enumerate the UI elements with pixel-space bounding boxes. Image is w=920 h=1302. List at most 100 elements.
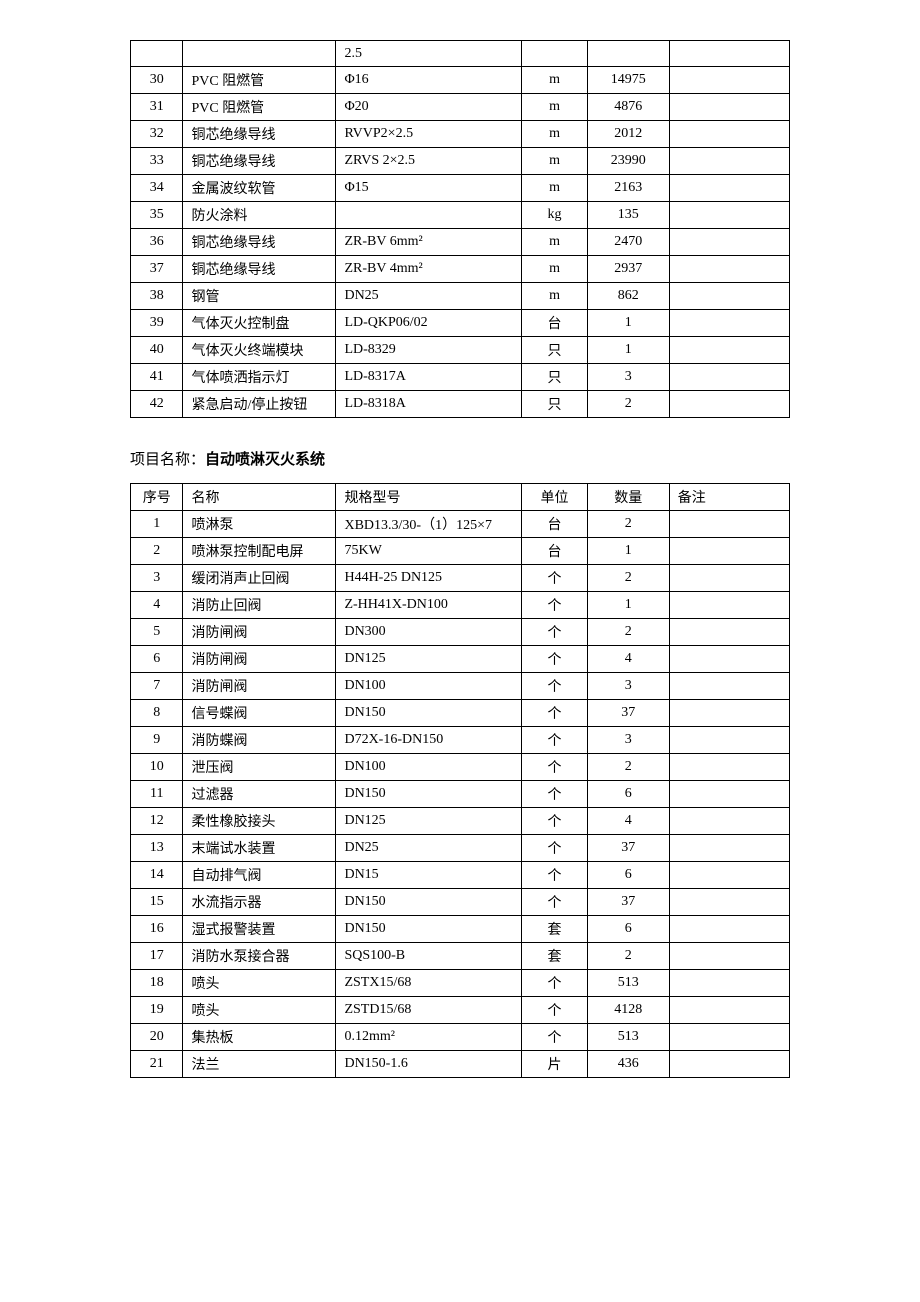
table-row: 20集热板0.12mm²个513 — [131, 1024, 790, 1051]
table-row: 19喷头ZSTD15/68个4128 — [131, 997, 790, 1024]
cell-unit: 套 — [522, 916, 588, 943]
cell-spec: D72X-16-DN150 — [336, 727, 522, 754]
cell-spec: Φ16 — [336, 67, 522, 94]
table-row: 16湿式报警装置DN150套6 — [131, 916, 790, 943]
cell-idx: 40 — [131, 337, 183, 364]
cell-remark — [669, 256, 789, 283]
cell-qty: 4128 — [587, 997, 669, 1024]
cell-unit: m — [522, 283, 588, 310]
cell-name: 铜芯绝缘导线 — [183, 121, 336, 148]
cell-idx: 42 — [131, 391, 183, 418]
cell-idx: 21 — [131, 1051, 183, 1078]
cell-idx: 15 — [131, 889, 183, 916]
cell-idx: 39 — [131, 310, 183, 337]
cell-qty: 1 — [587, 310, 669, 337]
cell-spec: Φ20 — [336, 94, 522, 121]
cell-unit: 个 — [522, 1024, 588, 1051]
cell-qty: 1 — [587, 538, 669, 565]
cell-idx: 9 — [131, 727, 183, 754]
cell-remark — [669, 754, 789, 781]
cell-qty: 4 — [587, 808, 669, 835]
section-title-label: 项目名称： — [130, 452, 205, 468]
cell-idx: 16 — [131, 916, 183, 943]
cell-idx: 1 — [131, 511, 183, 538]
cell-remark — [669, 337, 789, 364]
cell-name: 消防闸阀 — [183, 646, 336, 673]
header-spec: 规格型号 — [336, 484, 522, 511]
cell-qty: 2470 — [587, 229, 669, 256]
cell-idx: 6 — [131, 646, 183, 673]
cell-spec: DN150 — [336, 781, 522, 808]
cell-remark — [669, 283, 789, 310]
cell-spec: ZSTX15/68 — [336, 970, 522, 997]
cell-idx — [131, 41, 183, 67]
cell-name: 自动排气阀 — [183, 862, 336, 889]
cell-spec: LD-QKP06/02 — [336, 310, 522, 337]
cell-remark — [669, 67, 789, 94]
cell-idx: 5 — [131, 619, 183, 646]
cell-unit: 个 — [522, 727, 588, 754]
cell-spec: DN150 — [336, 916, 522, 943]
cell-remark — [669, 700, 789, 727]
cell-remark — [669, 889, 789, 916]
table-row: 18喷头ZSTX15/68个513 — [131, 970, 790, 997]
cell-qty: 2 — [587, 754, 669, 781]
table-row: 8信号蝶阀DN150个37 — [131, 700, 790, 727]
header-remark: 备注 — [669, 484, 789, 511]
cell-name: 金属波纹软管 — [183, 175, 336, 202]
cell-remark — [669, 565, 789, 592]
cell-idx: 3 — [131, 565, 183, 592]
cell-unit: 个 — [522, 970, 588, 997]
cell-idx: 4 — [131, 592, 183, 619]
cell-unit: 个 — [522, 673, 588, 700]
cell-unit: 个 — [522, 754, 588, 781]
table-row: 2.5 — [131, 41, 790, 67]
cell-qty: 862 — [587, 283, 669, 310]
material-table-2: 序号 名称 规格型号 单位 数量 备注 1喷淋泵XBD13.3/30-（1）12… — [130, 483, 790, 1078]
cell-name: 消防闸阀 — [183, 673, 336, 700]
cell-remark — [669, 835, 789, 862]
header-name: 名称 — [183, 484, 336, 511]
cell-remark — [669, 41, 789, 67]
cell-qty: 513 — [587, 1024, 669, 1051]
cell-idx: 41 — [131, 364, 183, 391]
cell-spec: DN25 — [336, 835, 522, 862]
cell-spec: DN15 — [336, 862, 522, 889]
cell-name: 铜芯绝缘导线 — [183, 229, 336, 256]
cell-spec: LD-8329 — [336, 337, 522, 364]
table-header-row: 序号 名称 规格型号 单位 数量 备注 — [131, 484, 790, 511]
cell-name: PVC 阻燃管 — [183, 94, 336, 121]
cell-name: 喷淋泵 — [183, 511, 336, 538]
table-row: 35防火涂料kg135 — [131, 202, 790, 229]
cell-remark — [669, 511, 789, 538]
cell-name: 过滤器 — [183, 781, 336, 808]
cell-qty: 2 — [587, 619, 669, 646]
cell-unit: 台 — [522, 310, 588, 337]
cell-idx: 10 — [131, 754, 183, 781]
cell-spec: DN100 — [336, 673, 522, 700]
cell-name: 湿式报警装置 — [183, 916, 336, 943]
cell-unit: 个 — [522, 700, 588, 727]
cell-spec: DN100 — [336, 754, 522, 781]
cell-remark — [669, 619, 789, 646]
cell-remark — [669, 808, 789, 835]
cell-name: 铜芯绝缘导线 — [183, 256, 336, 283]
cell-name: 铜芯绝缘导线 — [183, 148, 336, 175]
cell-remark — [669, 229, 789, 256]
cell-remark — [669, 727, 789, 754]
table-row: 31PVC 阻燃管Φ20m4876 — [131, 94, 790, 121]
table-row: 33铜芯绝缘导线ZRVS 2×2.5m23990 — [131, 148, 790, 175]
cell-qty: 4 — [587, 646, 669, 673]
table-row: 15水流指示器DN150个37 — [131, 889, 790, 916]
cell-remark — [669, 916, 789, 943]
cell-spec: ZSTD15/68 — [336, 997, 522, 1024]
cell-unit: 个 — [522, 565, 588, 592]
table-row: 40气体灭火终端模块LD-8329只1 — [131, 337, 790, 364]
cell-remark — [669, 862, 789, 889]
table-row: 3缓闭消声止回阀H44H-25 DN125个2 — [131, 565, 790, 592]
material-table-1: 2.530PVC 阻燃管Φ16m1497531PVC 阻燃管Φ20m487632… — [130, 40, 790, 418]
cell-idx: 17 — [131, 943, 183, 970]
cell-remark — [669, 175, 789, 202]
cell-spec: LD-8317A — [336, 364, 522, 391]
cell-idx: 36 — [131, 229, 183, 256]
